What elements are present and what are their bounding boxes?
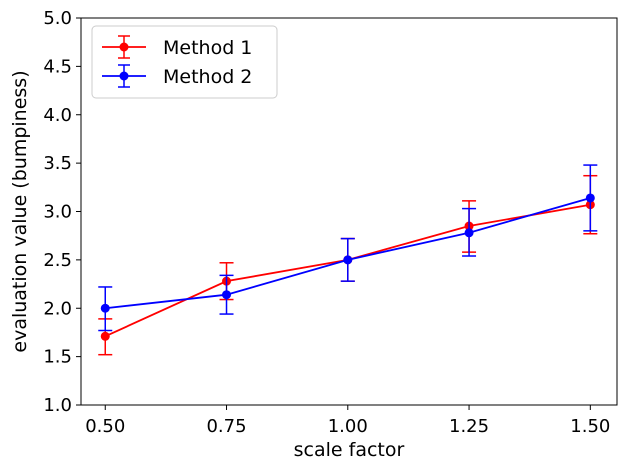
y-axis: 1.0 1.5 2.0 2.5 3.0 3.5 4.0 4.5 5.0 xyxy=(43,8,81,416)
x-axis-label: scale factor xyxy=(294,439,405,461)
series-layer xyxy=(98,164,598,356)
y-tick-label: 1.0 xyxy=(43,395,72,416)
legend-item: Method 1 xyxy=(102,35,252,59)
y-tick-label: 4.5 xyxy=(43,56,72,77)
y-tick-label: 3.0 xyxy=(43,202,72,223)
x-tick-label: 1.50 xyxy=(570,416,610,437)
y-tick-label: 5.0 xyxy=(43,8,72,29)
x-tick-label: 0.50 xyxy=(85,416,125,437)
data-point xyxy=(464,228,474,238)
data-point xyxy=(343,255,353,265)
data-point xyxy=(585,193,595,203)
legend-marker xyxy=(119,71,129,81)
data-point xyxy=(100,331,110,341)
y-tick-label: 3.5 xyxy=(43,153,72,174)
y-tick-label: 4.0 xyxy=(43,105,72,126)
x-tick-label: 1.25 xyxy=(449,416,489,437)
y-tick-label: 2.0 xyxy=(43,298,72,319)
series-2 xyxy=(98,164,598,332)
y-tick-label: 1.5 xyxy=(43,347,72,368)
y-tick-label: 2.5 xyxy=(43,250,72,271)
legend: Method 1 Method 2 xyxy=(91,25,278,99)
y-axis-label: evaluation value (bumpiness) xyxy=(9,70,31,352)
legend-label: Method 2 xyxy=(163,66,252,88)
legend-label: Method 1 xyxy=(163,37,252,59)
data-point xyxy=(222,290,232,300)
data-point xyxy=(100,303,110,313)
legend-marker xyxy=(119,42,129,52)
legend-item: Method 2 xyxy=(102,64,252,88)
x-axis: 0.50 0.75 1.00 1.25 1.50 xyxy=(85,405,610,437)
x-tick-label: 0.75 xyxy=(206,416,246,437)
x-tick-label: 1.00 xyxy=(328,416,368,437)
legend-box xyxy=(91,25,278,99)
